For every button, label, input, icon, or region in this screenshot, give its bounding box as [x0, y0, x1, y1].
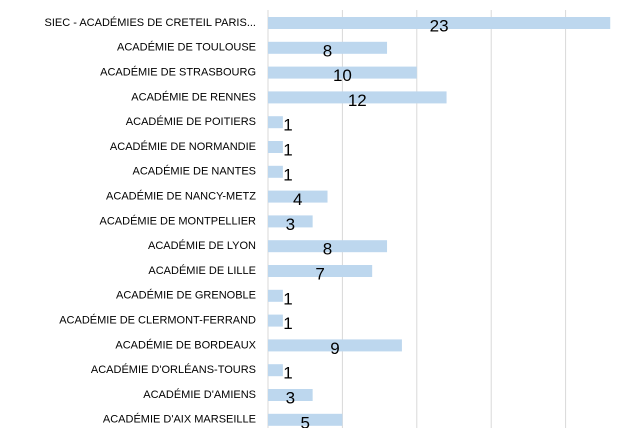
y-tick-label: ACADÉMIE DE CLERMONT-FERRAND [59, 314, 256, 327]
bar [268, 215, 313, 228]
data-label: 10 [333, 66, 352, 85]
bar [268, 190, 328, 203]
data-label: 1 [283, 289, 292, 308]
bar [268, 339, 402, 352]
data-label: 3 [286, 388, 295, 407]
bar [268, 141, 283, 153]
data-label: 1 [283, 314, 292, 333]
bar [268, 413, 343, 426]
data-label: 9 [330, 339, 339, 358]
y-tick-label: ACADÉMIE DE GRENOBLE [116, 289, 256, 302]
data-label: 1 [283, 364, 292, 383]
y-tick-label: ACADÉMIE D'AIX MARSEILLE [103, 413, 256, 426]
bar [268, 265, 373, 277]
data-label: 5 [300, 413, 309, 428]
data-label: 8 [323, 41, 332, 60]
bar [268, 91, 447, 104]
bar [268, 116, 283, 129]
bar [268, 289, 283, 302]
bar [268, 314, 283, 327]
data-label: 8 [323, 240, 332, 259]
y-tick-label: ACADÉMIE DE TOULOUSE [117, 41, 256, 54]
data-label: 1 [283, 165, 292, 184]
y-tick-label: ACADÉMIE D'AMIENS [143, 388, 256, 401]
data-label: 4 [293, 190, 302, 209]
data-label: 23 [430, 16, 449, 35]
bar [268, 240, 388, 253]
y-tick-label: ACADÉMIE DE MONTPELLIER [100, 214, 257, 227]
y-tick-label: ACADÉMIE DE LILLE [148, 264, 256, 277]
y-tick-label: ACADÉMIE DE RENNES [131, 90, 256, 103]
bar [268, 17, 611, 29]
y-tick-label: ACADÉMIE DE STRASBOURG [100, 66, 256, 79]
data-label: 7 [315, 264, 324, 283]
bar [268, 66, 417, 79]
y-tick-label: ACADÉMIE DE NANCY-METZ [106, 190, 256, 203]
y-tick-label: ACADÉMIE D'ORLÉANS-TOURS [91, 363, 256, 376]
y-tick-label: SIEC - ACADÉMIES DE CRETEIL PARIS... [45, 16, 257, 29]
data-label: 3 [286, 215, 295, 234]
data-label: 12 [348, 91, 367, 110]
y-tick-label: ACADÉMIE DE BORDEAUX [115, 338, 256, 351]
data-label: 1 [283, 116, 292, 135]
y-tick-label: ACADÉMIE DE POITIERS [126, 115, 256, 128]
y-tick-label: ACADÉMIE DE LYON [148, 239, 256, 252]
y-tick-label: ACADÉMIE DE NANTES [133, 165, 256, 178]
y-tick-label: ACADÉMIE DE NORMANDIE [110, 140, 256, 153]
data-label: 1 [283, 140, 292, 159]
bar [268, 165, 283, 178]
bar [268, 41, 388, 54]
bar [268, 364, 283, 377]
bar [268, 389, 313, 401]
